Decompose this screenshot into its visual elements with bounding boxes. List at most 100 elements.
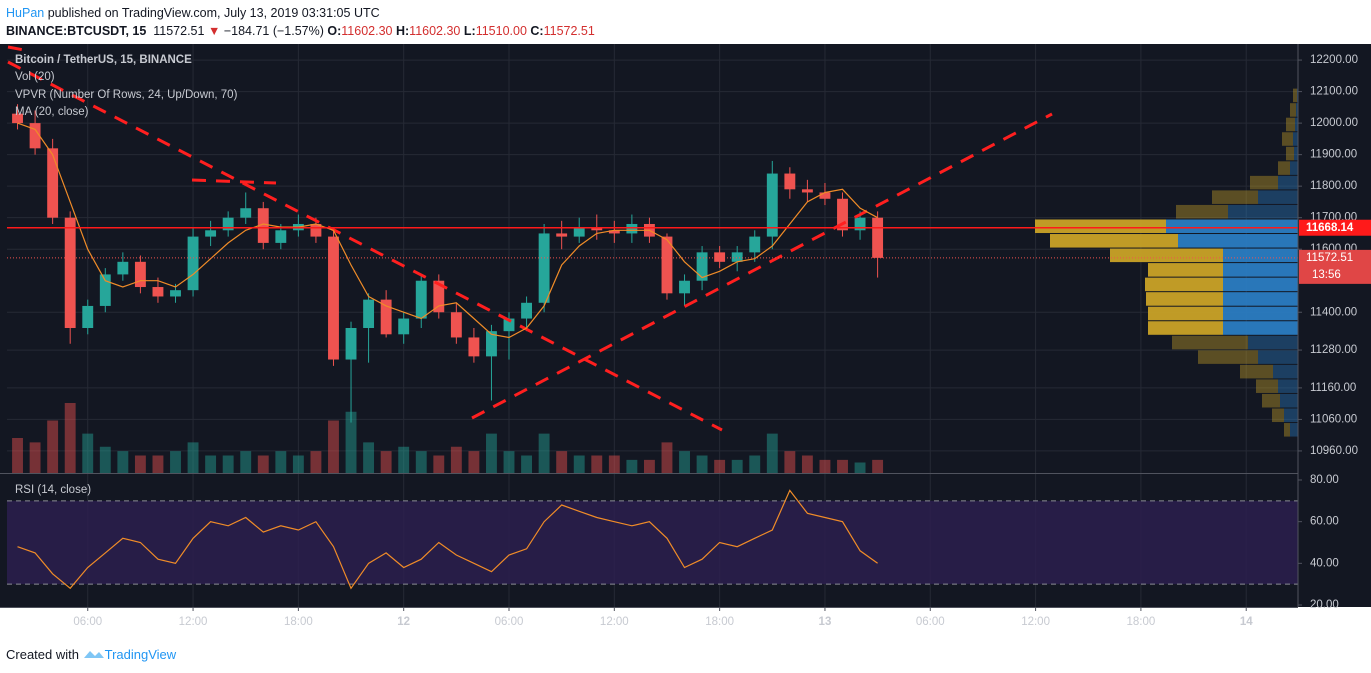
ohlc-label: H:: [395, 24, 410, 38]
profile-down: [1148, 306, 1223, 321]
x-tick-label: 14: [1240, 616, 1253, 628]
candle-body: [450, 312, 462, 338]
volume-bar: [345, 411, 357, 473]
volume-bar: [573, 455, 585, 473]
countdown: 13:56: [1312, 269, 1341, 281]
published: published on TradingView.com, July 13, 2…: [44, 6, 380, 20]
profile-up: [1278, 379, 1298, 393]
profile-down: [1212, 190, 1258, 204]
volume-bar: [328, 420, 339, 473]
profile-down: [1293, 88, 1297, 103]
x-tick-label: 12:00: [1021, 616, 1050, 628]
y-tick-label: 80.00: [1310, 474, 1339, 486]
profile-down: [1172, 335, 1248, 350]
candle-body: [310, 223, 322, 237]
candle-body: [486, 331, 497, 357]
ohlc-value: 11510.00: [475, 24, 527, 38]
volume-bar: [240, 451, 252, 473]
footer-bg: [0, 607, 1371, 640]
candle-body: [170, 290, 181, 297]
profile-down: [1148, 263, 1223, 277]
volume-bar: [643, 459, 655, 473]
volume-bar: [679, 451, 690, 473]
volume-bar: [134, 455, 146, 473]
volume-bar: [170, 451, 181, 473]
x-tick-label: 12: [397, 616, 410, 628]
candle-body: [872, 217, 884, 258]
volume-bar: [380, 451, 392, 473]
profile-up: [1295, 117, 1298, 132]
arrow: ▼: [207, 24, 221, 38]
y-tick-label: 40.00: [1310, 557, 1339, 569]
volume-bar: [521, 455, 533, 473]
candle-body: [152, 287, 164, 297]
x-tick-label: 18:00: [284, 616, 313, 628]
symbol: BINANCE:BTCUSDT, 15: [6, 24, 147, 38]
volume-bar: [310, 451, 322, 473]
candle-body: [240, 208, 252, 218]
profile-up: [1284, 408, 1298, 423]
volume-bar: [608, 455, 620, 473]
volume-bar: [363, 442, 375, 473]
volume-bar: [205, 455, 217, 473]
volume-bar: [82, 433, 94, 473]
y-tick-label: 11280.00: [1310, 344, 1357, 356]
profile-down: [1286, 117, 1295, 132]
x-tick-label: 06:00: [495, 616, 524, 628]
author[interactable]: HuPan: [6, 6, 45, 20]
ohlc-label: O:: [327, 24, 342, 38]
x-tick-label: 12:00: [179, 616, 208, 628]
volume-bar: [837, 459, 848, 473]
volume-bar: [398, 446, 410, 473]
price: 11572.51: [153, 24, 205, 38]
header: HuPan published on TradingView.com, July…: [6, 4, 595, 40]
profile-up: [1228, 204, 1298, 219]
candle-body: [222, 217, 234, 231]
profile-down: [1256, 379, 1278, 393]
y-tick-label: 12200.00: [1310, 54, 1358, 66]
profile-up: [1223, 292, 1298, 306]
ma-line: [17, 122, 878, 339]
volume-bar: [626, 459, 638, 473]
profile-legend: VPVR (Number Of Rows, 24, Up/Down, 70): [15, 89, 238, 101]
profile-down: [1250, 175, 1278, 190]
footer: Created with TradingView: [6, 647, 176, 662]
candle-body: [626, 223, 638, 234]
profile-up: [1290, 423, 1298, 437]
rsi-band: [7, 500, 1298, 585]
candle-body: [47, 148, 59, 218]
trend-line: [471, 112, 1053, 420]
y-tick-label: 10960.00: [1310, 445, 1358, 457]
profile-up: [1293, 132, 1298, 146]
profile-up: [1223, 277, 1298, 292]
volume-bar: [12, 438, 23, 473]
brand[interactable]: TradingView: [104, 647, 177, 662]
trend-line: [7, 60, 723, 432]
x-tick-label: 18:00: [705, 616, 734, 628]
profile-up: [1223, 263, 1298, 277]
candle-body: [573, 227, 585, 237]
x-tick-label: 06:00: [73, 616, 102, 628]
candle-body: [661, 236, 673, 294]
chart: 06:00 12:00 18:00 12 06:00 12:00 18:00 13 06:00 1…: [0, 44, 1371, 640]
candle-body: [819, 192, 831, 199]
profile-down: [1290, 103, 1296, 117]
volume-bar: [29, 442, 41, 473]
profile-down: [1272, 408, 1284, 423]
profile-down: [1198, 350, 1258, 364]
volume-bar: [766, 433, 778, 473]
volume-bar: [661, 442, 673, 473]
profile-up: [1290, 161, 1298, 175]
profile-up: [1294, 146, 1298, 161]
candle-body: [556, 233, 568, 237]
profile-down: [1050, 234, 1178, 248]
candle-body: [433, 280, 445, 313]
candle-body: [134, 261, 146, 288]
profile-up: [1258, 350, 1298, 364]
candle-body: [696, 252, 708, 281]
profile-down: [1110, 248, 1223, 263]
candle-body: [749, 236, 761, 253]
candle-body: [837, 198, 848, 231]
ohlc-value: 11572.51: [543, 24, 595, 38]
